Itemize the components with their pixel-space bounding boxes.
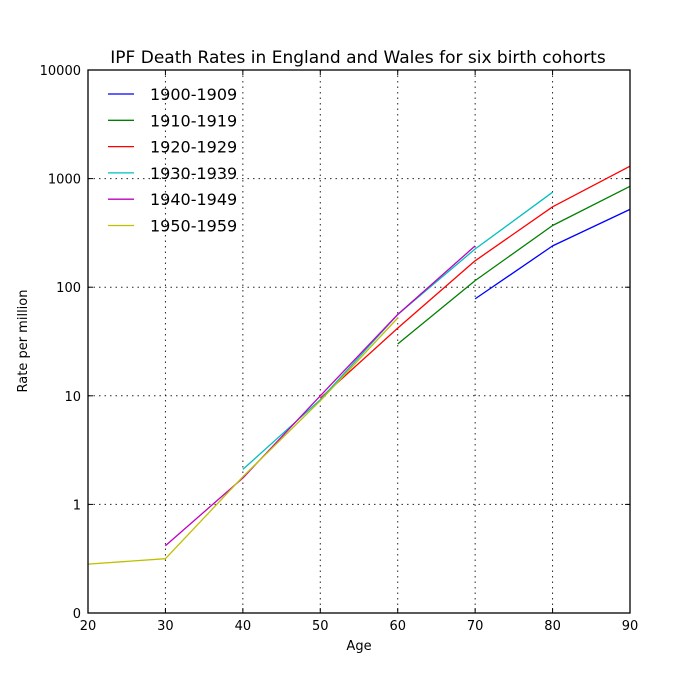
y-tick-label-100: 100 xyxy=(56,281,81,296)
y-axis-label: Rate per million xyxy=(16,290,31,393)
legend-label-1910-1919: 1910-1919 xyxy=(150,111,237,130)
y-tick-label-0: 0 xyxy=(73,607,81,622)
y-tick-label-10000: 10000 xyxy=(40,64,81,79)
series-layer xyxy=(87,165,631,565)
legend-item-1900-1909: 1900-1909 xyxy=(108,85,237,104)
x-tick-label-90: 90 xyxy=(622,619,639,634)
x-tick-label-60: 60 xyxy=(389,619,406,634)
legend-label-1900-1909: 1900-1909 xyxy=(150,85,237,104)
y-tick-label-10: 10 xyxy=(64,390,81,405)
x-tick-label-30: 30 xyxy=(157,619,174,634)
legend-label-1930-1939: 1930-1939 xyxy=(150,164,237,183)
legend-item-1950-1959: 1950-1959 xyxy=(108,217,237,236)
series-line-1910-1919 xyxy=(397,185,631,345)
x-tick-label-80: 80 xyxy=(544,619,561,634)
plot-area-frame xyxy=(87,69,631,614)
y-tick-label-1: 1 xyxy=(73,498,81,513)
legend-item-1920-1929: 1920-1929 xyxy=(108,138,237,157)
legend: 1900-1909 1910-1919 1920-1929 1930-1939 1940… xyxy=(108,85,237,236)
legend-item-1930-1939: 1930-1939 xyxy=(108,164,237,183)
x-axis-label: Age xyxy=(346,639,371,654)
legend-label-1940-1949: 1940-1949 xyxy=(150,190,237,209)
x-tick-label-50: 50 xyxy=(312,619,329,634)
legend-label-1920-1929: 1920-1929 xyxy=(150,138,237,157)
x-tick-label-20: 20 xyxy=(80,619,97,634)
series-line-1920-1929 xyxy=(319,165,631,399)
tick-layer: 20 30 40 50 60 70 80 90 0 1 10 100 1000 10000 xyxy=(40,64,639,634)
legend-label-1950-1959: 1950-1959 xyxy=(150,217,237,236)
series-line-1900-1909 xyxy=(474,208,631,300)
chart-title: IPF Death Rates in England and Wales for… xyxy=(110,48,606,68)
series-line-1950-1959 xyxy=(87,317,399,565)
legend-item-1910-1919: 1910-1919 xyxy=(108,111,237,130)
y-tick-label-1000: 1000 xyxy=(48,173,81,188)
series-line-1940-1949 xyxy=(164,245,476,547)
grid-layer xyxy=(88,70,630,613)
x-tick-label-70: 70 xyxy=(467,619,484,634)
legend-item-1940-1949: 1940-1949 xyxy=(108,190,237,209)
x-tick-label-40: 40 xyxy=(235,619,252,634)
